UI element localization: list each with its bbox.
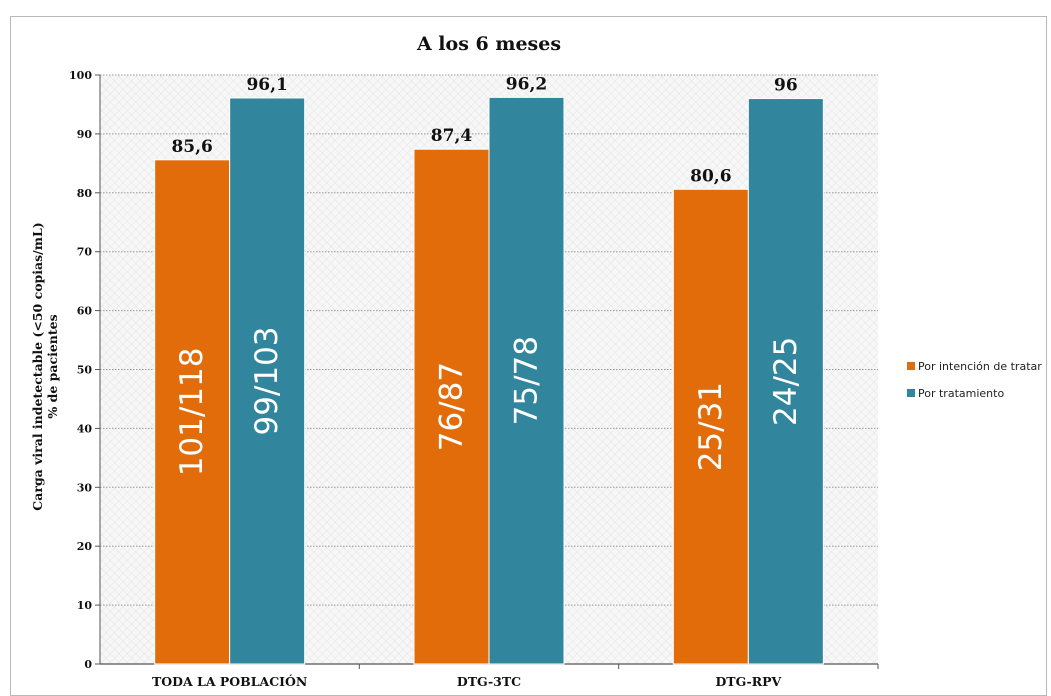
- axes: 0 10 20 30 40 50 60 70 80 90 100: [69, 69, 879, 671]
- legend-label: Por tratamiento: [918, 387, 1004, 400]
- bar-inner-label: 99/103: [249, 326, 285, 435]
- y-tick-label: 40: [77, 422, 93, 435]
- y-tick-label: 70: [77, 246, 93, 259]
- category-label: TODA LA POBLACIÓN: [152, 673, 307, 689]
- bar-inner-label: 101/118: [174, 348, 210, 477]
- legend-swatch: [907, 389, 915, 397]
- bar: [413, 148, 490, 665]
- data-label: 87,4: [431, 126, 473, 146]
- bar-inner-label: 76/87: [434, 362, 470, 451]
- y-axis-label-line1: Carga viral indetectable (<50 copias/mL): [30, 222, 45, 510]
- y-tick-label: 0: [84, 658, 92, 671]
- bar: [747, 98, 824, 665]
- bar: [672, 188, 749, 665]
- legend-swatch: [907, 362, 915, 370]
- bar-inner-label: 75/78: [509, 336, 545, 425]
- chart-title: A los 6 meses: [416, 33, 561, 55]
- y-tick-label: 100: [69, 69, 92, 82]
- bar: [488, 96, 565, 665]
- y-tick-label: 50: [77, 364, 93, 377]
- data-label: 96: [774, 76, 798, 96]
- data-label: 96,1: [246, 75, 287, 95]
- y-tick-label: 30: [77, 481, 93, 494]
- data-label: 85,6: [171, 137, 212, 157]
- category-label: DTG-3TC: [457, 674, 521, 689]
- y-tick-label: 80: [77, 187, 93, 200]
- data-label: 80,6: [690, 166, 731, 186]
- data-label: 96,2: [506, 74, 547, 94]
- legend-label: Por intención de tratar: [918, 360, 1042, 373]
- bar-inner-label: 25/31: [693, 382, 729, 471]
- bar: [229, 97, 306, 665]
- labels: TODA LA POBLACIÓN 85,6 101/118 96,1 99/103 DT…: [152, 74, 804, 689]
- y-tick-label: 10: [77, 599, 93, 612]
- y-tick-label: 20: [77, 540, 93, 553]
- y-axis-label-line2: % de pacientes: [45, 314, 60, 418]
- legend: Por intención de tratar Por tratamiento: [907, 360, 1042, 400]
- y-axis-label: Carga viral indetectable (<50 copias/mL)…: [30, 222, 60, 510]
- bars: [154, 96, 824, 665]
- category-label: DTG-RPV: [715, 674, 781, 689]
- y-tick-label: 60: [77, 305, 93, 318]
- bar-inner-label: 24/25: [768, 337, 804, 426]
- y-tick-label: 90: [77, 128, 93, 141]
